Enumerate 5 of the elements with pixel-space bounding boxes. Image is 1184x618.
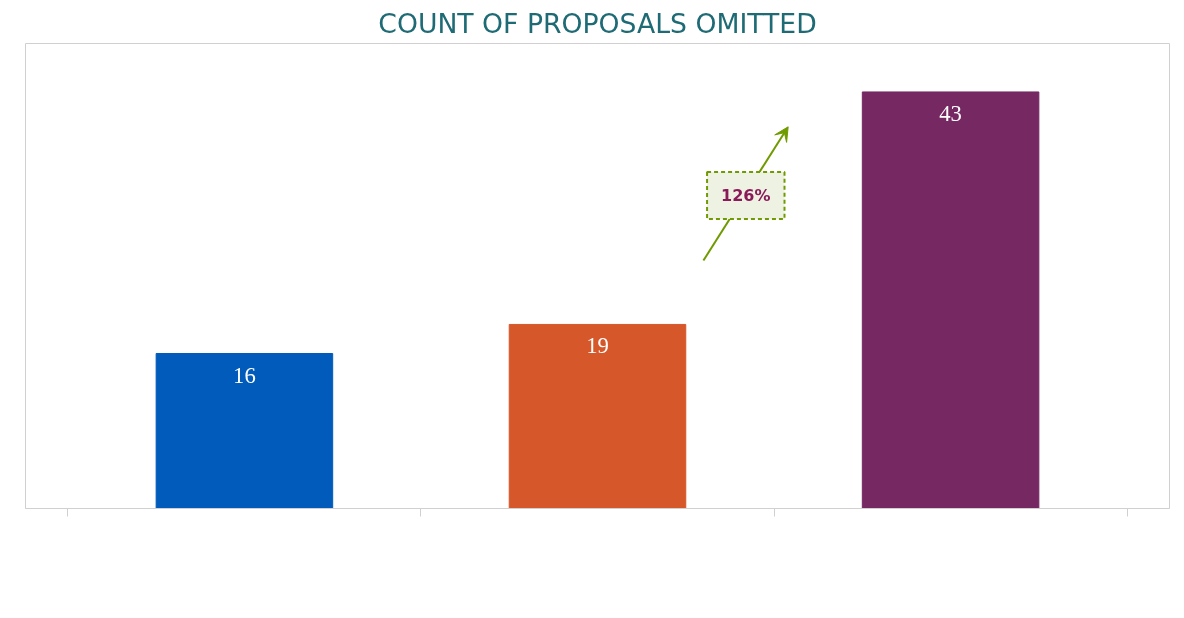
data-label: 19 <box>586 333 609 359</box>
chart-title: COUNT OF PROPOSALS OMITTED <box>378 7 817 39</box>
data-label: 16 <box>233 362 256 388</box>
annotation: 126% <box>721 186 771 206</box>
data-label: 43 <box>939 100 962 126</box>
